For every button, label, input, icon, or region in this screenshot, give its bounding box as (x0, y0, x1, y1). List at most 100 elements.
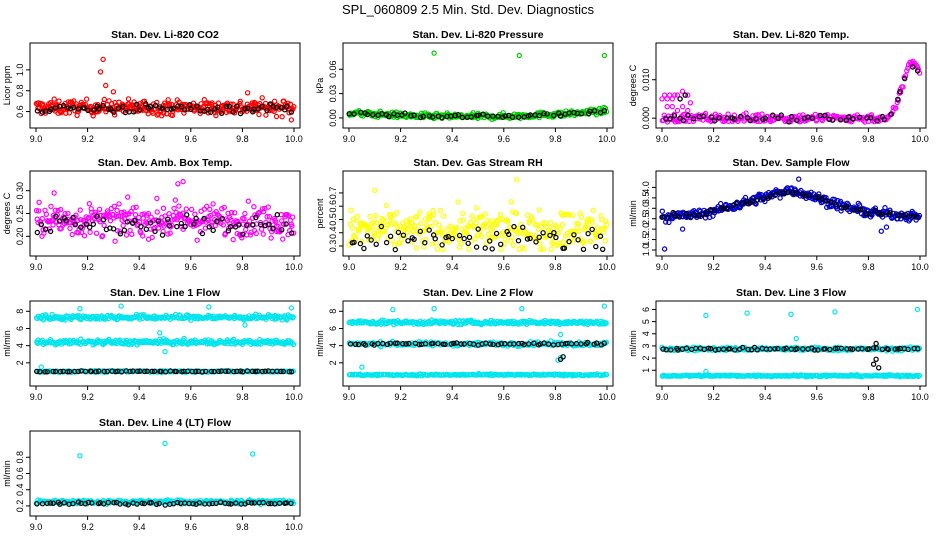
data-point (498, 241, 504, 247)
data-point (82, 368, 89, 375)
data-point (383, 202, 389, 209)
x-tick-label: 9.8 (236, 134, 249, 144)
plot-frame (342, 42, 614, 129)
data-point (165, 216, 171, 222)
data-point (422, 239, 428, 246)
data-point (691, 211, 698, 218)
data-point (902, 75, 908, 82)
data-point (118, 303, 124, 309)
data-point (790, 190, 796, 196)
data-point (597, 233, 604, 239)
x-tick-label: 10.0 (285, 392, 303, 402)
data-point (716, 115, 722, 121)
data-point (70, 214, 76, 221)
data-point (364, 111, 370, 118)
data-point (482, 245, 488, 251)
data-point (214, 104, 221, 110)
data-point (346, 111, 352, 117)
y-tick-label: 0.8 (15, 451, 25, 464)
data-point (387, 340, 393, 346)
data-point (844, 203, 850, 210)
data-point (484, 223, 490, 230)
data-point (413, 245, 420, 251)
data-point (838, 345, 845, 351)
data-point (664, 103, 670, 110)
y-tick-label: 3.0 (641, 202, 651, 215)
series-1 (33, 56, 297, 123)
data-point (221, 204, 227, 211)
data-point (280, 236, 286, 242)
data-point (456, 232, 463, 239)
data-point (823, 197, 829, 204)
data-point (155, 218, 161, 224)
data-point (412, 222, 418, 229)
data-point (228, 209, 235, 216)
data-point (173, 368, 179, 375)
data-point (226, 103, 233, 110)
data-point (214, 218, 220, 224)
y-tick-label: 0.2 (15, 500, 25, 513)
data-point (480, 111, 486, 117)
data-point (879, 211, 885, 218)
data-point (66, 368, 73, 375)
data-point (482, 211, 488, 217)
data-point (601, 303, 608, 309)
data-point (451, 230, 457, 237)
data-point (415, 228, 421, 235)
data-point (85, 107, 91, 114)
y-tick-label: 5 (641, 319, 651, 324)
data-point (144, 368, 150, 374)
data-point (137, 368, 143, 374)
data-point (108, 106, 114, 112)
data-point (142, 368, 148, 375)
data-point (455, 112, 462, 118)
data-point (910, 213, 917, 220)
data-point (149, 234, 155, 241)
data-point (683, 118, 689, 124)
data-point (105, 499, 112, 506)
data-point (276, 500, 283, 506)
data-point (690, 118, 697, 125)
data-point (837, 117, 844, 123)
y-axis-label: kPa (315, 78, 325, 94)
data-point (114, 207, 120, 214)
data-point (111, 109, 117, 115)
data-point (383, 239, 390, 246)
data-point (873, 340, 879, 347)
data-point (260, 231, 266, 237)
data-point (252, 368, 259, 375)
x-tick-label: 10.0 (285, 522, 303, 532)
data-point (81, 104, 87, 111)
data-point (874, 117, 880, 124)
data-point (359, 364, 365, 370)
data-point (601, 52, 608, 59)
data-point (718, 200, 724, 207)
data-point (355, 341, 362, 348)
data-point (183, 206, 189, 212)
data-point (256, 111, 262, 118)
data-point (99, 233, 106, 239)
x-tick-label: 9.2 (81, 262, 94, 272)
data-point (373, 212, 379, 219)
data-point (86, 224, 93, 231)
data-point (603, 218, 609, 225)
data-point (115, 105, 122, 111)
data-point (515, 237, 522, 244)
data-point (175, 181, 181, 187)
data-point (519, 306, 525, 312)
y-tick-label: 4 (641, 331, 651, 336)
data-point (524, 236, 531, 242)
data-point (703, 312, 709, 319)
data-point (885, 373, 892, 379)
data-point (182, 223, 188, 230)
data-point (240, 231, 246, 237)
panel-title: Stan. Dev. Gas Stream RH (413, 157, 542, 169)
data-point (498, 246, 504, 252)
data-point (540, 246, 547, 252)
data-point (139, 500, 145, 506)
data-point (75, 499, 82, 505)
data-point (439, 242, 445, 248)
data-point (560, 354, 566, 360)
data-point (427, 212, 434, 219)
